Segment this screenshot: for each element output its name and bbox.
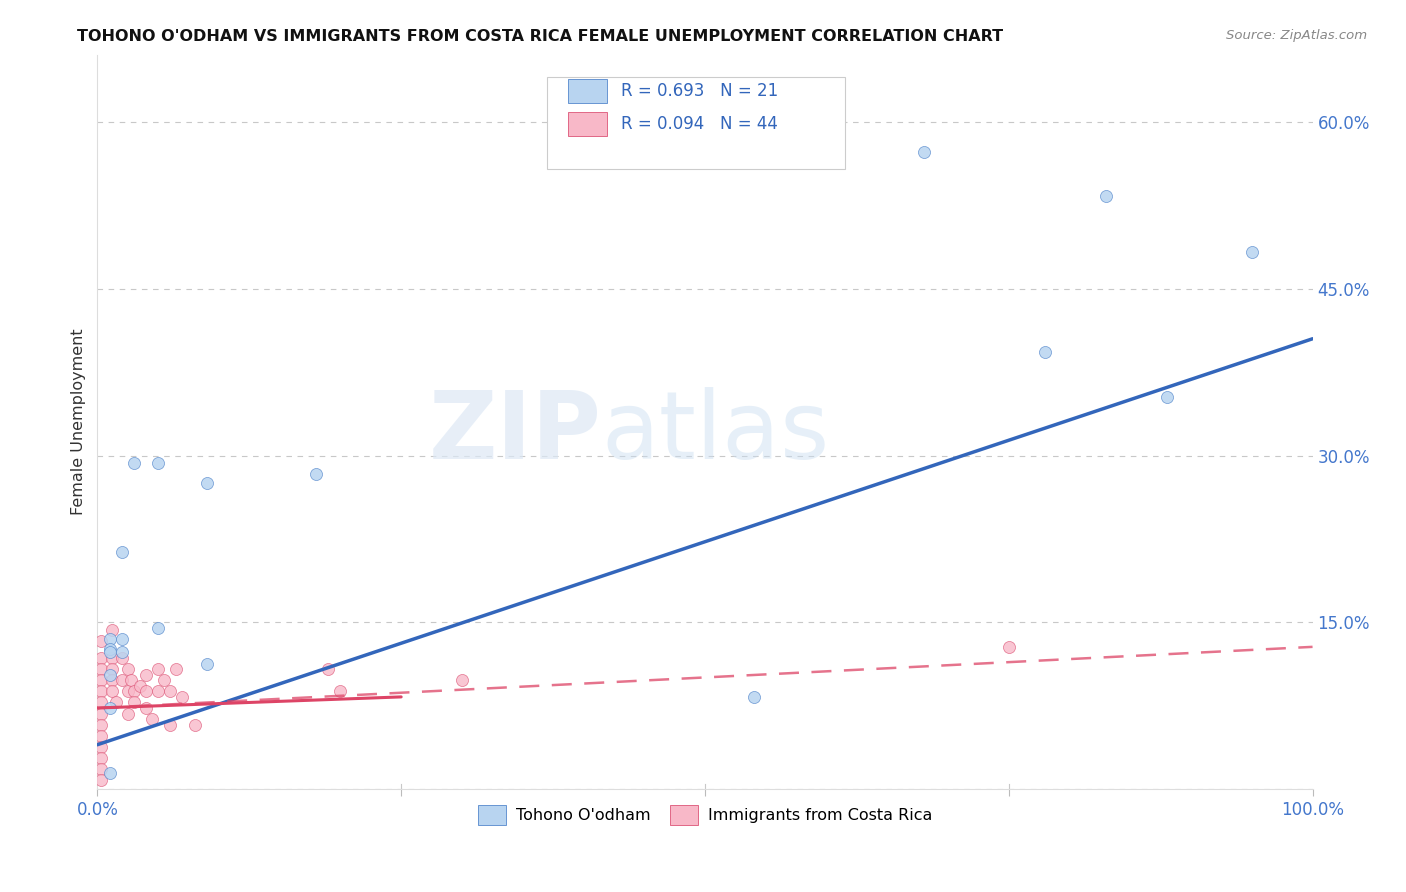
- Point: [329, 684, 352, 698]
- Point: [101, 684, 124, 698]
- Point: [165, 662, 187, 676]
- Point: [153, 673, 176, 688]
- Text: ZIP: ZIP: [429, 387, 602, 479]
- Point: [117, 684, 139, 698]
- Point: [90, 762, 112, 776]
- FancyBboxPatch shape: [568, 79, 606, 103]
- Point: [146, 621, 169, 635]
- Point: [90, 684, 112, 698]
- Point: [1033, 345, 1056, 359]
- Point: [146, 456, 169, 470]
- Text: R = 0.094   N = 44: R = 0.094 N = 44: [621, 115, 778, 133]
- Point: [98, 701, 121, 715]
- Point: [159, 717, 181, 731]
- Point: [101, 651, 124, 665]
- Legend: Tohono O'odham, Immigrants from Costa Rica: Tohono O'odham, Immigrants from Costa Ri…: [471, 799, 939, 831]
- Point: [111, 645, 134, 659]
- Point: [90, 717, 112, 731]
- Point: [98, 667, 121, 681]
- Text: TOHONO O'ODHAM VS IMMIGRANTS FROM COSTA RICA FEMALE UNEMPLOYMENT CORRELATION CHA: TOHONO O'ODHAM VS IMMIGRANTS FROM COSTA …: [77, 29, 1004, 44]
- FancyBboxPatch shape: [547, 78, 845, 169]
- FancyBboxPatch shape: [568, 112, 606, 136]
- Point: [128, 679, 150, 693]
- Point: [912, 145, 935, 159]
- Point: [111, 673, 134, 688]
- Point: [172, 690, 194, 704]
- Point: [146, 662, 169, 676]
- Point: [117, 662, 139, 676]
- Text: R = 0.693   N = 21: R = 0.693 N = 21: [621, 82, 779, 100]
- Point: [90, 673, 112, 688]
- Point: [90, 634, 112, 648]
- Point: [111, 651, 134, 665]
- Y-axis label: Female Unemployment: Female Unemployment: [72, 329, 86, 516]
- Point: [98, 765, 121, 780]
- Point: [195, 657, 218, 671]
- Point: [101, 662, 124, 676]
- Point: [111, 545, 134, 559]
- Point: [1156, 390, 1178, 404]
- Point: [90, 751, 112, 765]
- Point: [135, 684, 157, 698]
- Point: [90, 706, 112, 721]
- Point: [135, 667, 157, 681]
- Point: [90, 729, 112, 743]
- Point: [122, 696, 145, 710]
- Point: [122, 456, 145, 470]
- Point: [146, 684, 169, 698]
- Point: [305, 467, 328, 482]
- Point: [195, 476, 218, 491]
- Point: [101, 623, 124, 637]
- Point: [451, 673, 474, 688]
- Point: [159, 684, 181, 698]
- Point: [183, 717, 205, 731]
- Point: [90, 773, 112, 788]
- Point: [120, 673, 142, 688]
- Point: [98, 632, 121, 646]
- Point: [104, 696, 127, 710]
- Point: [122, 684, 145, 698]
- Point: [742, 690, 765, 704]
- Text: atlas: atlas: [602, 387, 830, 479]
- Point: [135, 701, 157, 715]
- Point: [111, 632, 134, 646]
- Point: [141, 712, 163, 726]
- Point: [117, 706, 139, 721]
- Point: [98, 642, 121, 657]
- Point: [997, 640, 1019, 654]
- Point: [90, 662, 112, 676]
- Point: [316, 662, 339, 676]
- Point: [98, 645, 121, 659]
- Point: [90, 739, 112, 754]
- Point: [101, 673, 124, 688]
- Point: [90, 651, 112, 665]
- Text: Source: ZipAtlas.com: Source: ZipAtlas.com: [1226, 29, 1367, 42]
- Point: [1095, 189, 1118, 203]
- Point: [90, 696, 112, 710]
- Point: [1240, 245, 1263, 260]
